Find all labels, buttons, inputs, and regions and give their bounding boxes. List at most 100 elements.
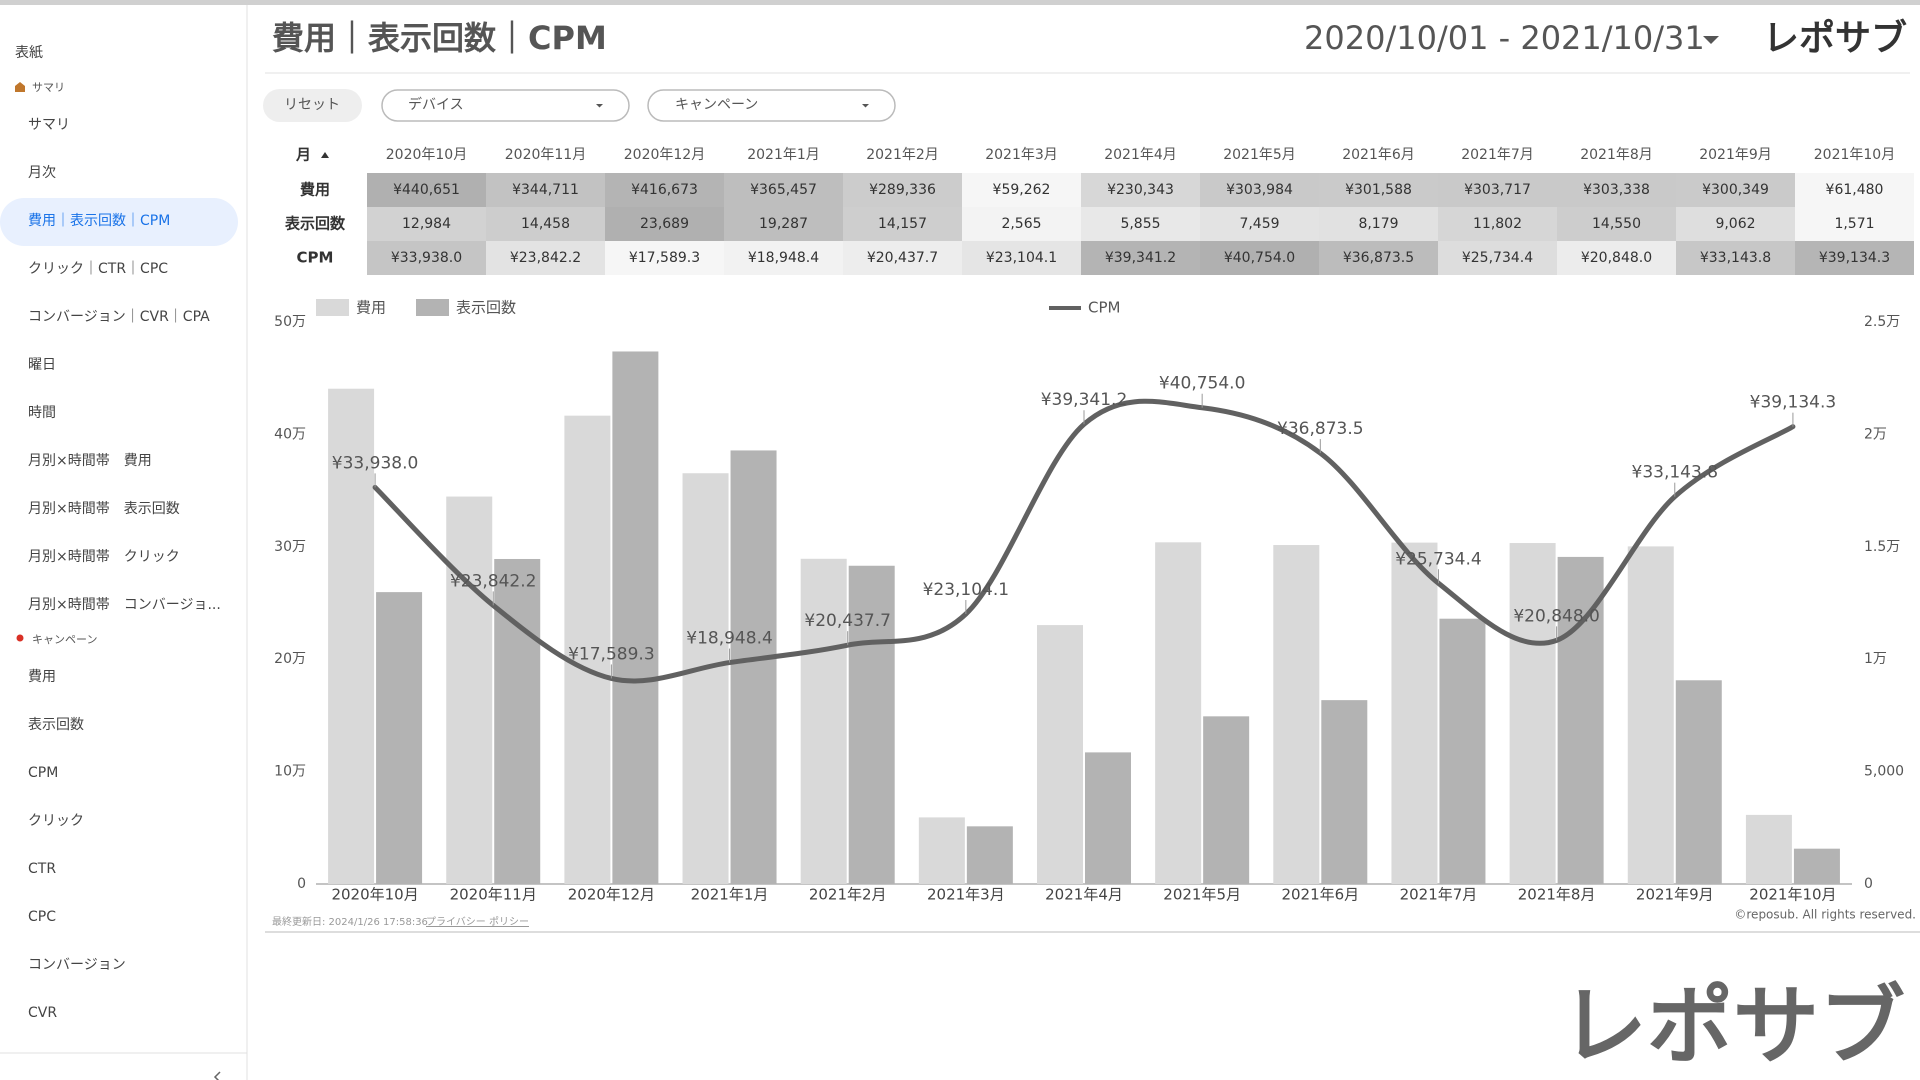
table-column-header: 2021年5月 [1223, 147, 1296, 163]
table-cell-value: 14,458 [521, 216, 570, 232]
nav-item[interactable]: CPC [28, 909, 56, 925]
nav-item[interactable]: 月別×時間帯 クリック [28, 549, 180, 565]
table-cell [1438, 241, 1557, 275]
nav-item[interactable]: CTR [28, 861, 56, 877]
table-cell [486, 241, 605, 275]
bar [800, 558, 847, 884]
table-cell-value: 23,689 [640, 216, 689, 232]
bar [1439, 618, 1486, 884]
table-cell-value: 12,984 [402, 216, 451, 232]
x-tick-label: 2020年10月 [331, 886, 418, 904]
table-cell-value: ¥303,984 [1226, 182, 1293, 198]
bar [1675, 680, 1722, 884]
nav-item[interactable]: CPM [28, 765, 58, 781]
table-cell-value: 7,459 [1239, 216, 1279, 232]
table-column-header: 2021年6月 [1342, 147, 1415, 163]
privacy-link[interactable]: プライバシー ポリシー [426, 916, 529, 928]
table-column-header: 2020年11月 [505, 147, 586, 163]
table-cell-value: ¥365,457 [750, 182, 817, 198]
table-cell-value: 2,565 [1001, 216, 1041, 232]
table-cell-value: ¥301,588 [1345, 182, 1412, 198]
data-label: ¥17,589.3 [568, 644, 655, 664]
table-cell-value: 1,571 [1834, 216, 1874, 232]
table-cell [1200, 173, 1319, 207]
sort-arrow[interactable] [321, 152, 329, 158]
campaign-dropdown-arrow[interactable] [862, 104, 869, 108]
nav-item[interactable]: クリック｜CTR｜CPC [28, 261, 168, 277]
table-cell-value: 19,287 [759, 216, 808, 232]
bar [494, 558, 541, 884]
table-column-header: 2021年1月 [747, 147, 820, 163]
y-tick-label: 0 [297, 876, 306, 892]
x-tick-label: 2020年12月 [568, 886, 655, 904]
bar [1321, 700, 1368, 884]
nav-item[interactable]: コンバージョン｜CVR｜CPA [28, 309, 210, 325]
date-range[interactable]: 2020/10/01 - 2021/10/31 [1304, 19, 1705, 57]
x-tick-label: 2021年5月 [1163, 886, 1241, 904]
table-cell [724, 173, 843, 207]
x-tick-label: 2021年4月 [1045, 886, 1123, 904]
table-cell [367, 241, 486, 275]
top-border [0, 0, 1920, 5]
device-filter-label[interactable]: デバイス [408, 96, 464, 113]
table-cell [1557, 173, 1676, 207]
bar [918, 817, 965, 884]
table-column-header: 2021年10月 [1814, 147, 1895, 163]
data-label: ¥23,842.2 [450, 571, 537, 591]
x-tick-label: 2021年2月 [809, 886, 887, 904]
nav-item[interactable]: 月次 [28, 165, 56, 181]
bar [1037, 625, 1083, 884]
nav-item[interactable]: 月別×時間帯 コンバージョ... [28, 597, 221, 613]
nav-item[interactable]: 表示回数 [28, 717, 84, 733]
sidebar-cover[interactable]: 表紙 [15, 45, 43, 61]
bar [564, 415, 611, 884]
y-tick-label: 30万 [274, 539, 306, 555]
nav-item[interactable]: 費用｜表示回数｜CPM [28, 213, 170, 229]
table-cell [1200, 241, 1319, 275]
device-filter[interactable] [381, 89, 630, 122]
data-label: ¥40,754.0 [1159, 374, 1246, 394]
section-header: サマリ [32, 81, 65, 94]
data-label: ¥25,734.4 [1395, 549, 1482, 569]
reset-label[interactable]: リセット [284, 97, 340, 113]
table-cell-value: ¥230,343 [1107, 182, 1174, 198]
table-cell-value: ¥20,848.0 [1581, 250, 1652, 266]
x-tick-label: 2021年10月 [1749, 886, 1836, 904]
table-cell [1676, 207, 1795, 241]
nav-item[interactable]: CVR [28, 1005, 57, 1021]
table-cell-value: ¥23,104.1 [986, 250, 1057, 266]
table-cell [1081, 241, 1200, 275]
table-cell-value: ¥20,437.7 [867, 250, 938, 266]
device-dropdown-arrow[interactable] [596, 104, 603, 108]
reset-button[interactable] [263, 89, 362, 122]
table-corner[interactable]: 月 [295, 146, 311, 164]
legend-label: CPM [1088, 299, 1120, 317]
table-cell [1795, 207, 1914, 241]
nav-item[interactable]: 月別×時間帯 表示回数 [28, 501, 180, 517]
nav-item[interactable]: 月別×時間帯 費用 [28, 453, 152, 469]
date-dropdown-arrow[interactable] [1703, 36, 1719, 44]
table-cell [724, 207, 843, 241]
campaign-filter[interactable] [647, 89, 896, 122]
nav-item[interactable]: クリック [28, 813, 84, 829]
table-cell [605, 241, 724, 275]
table-cell-value: ¥23,842.2 [510, 250, 581, 266]
y-tick-label: 50万 [274, 314, 306, 330]
nav-item[interactable]: 曜日 [28, 357, 56, 373]
collapse-icon[interactable] [213, 1071, 221, 1080]
nav-item[interactable]: 時間 [28, 405, 56, 421]
bar [1085, 752, 1131, 884]
bar [376, 592, 423, 884]
nav-item[interactable]: サマリ [28, 117, 70, 133]
copyright: ©reposub. All rights reserved. [1734, 908, 1916, 922]
table-cell-value: 14,550 [1592, 216, 1641, 232]
table-cell-value: ¥289,336 [869, 182, 936, 198]
table-column-header: 2021年4月 [1104, 147, 1177, 163]
campaign-filter-label[interactable]: キャンペーン [675, 97, 758, 113]
nav-item[interactable]: 費用 [28, 669, 56, 685]
table-column-header: 2020年10月 [386, 147, 467, 163]
table-cell [1319, 207, 1438, 241]
nav-item[interactable]: コンバージョン [28, 957, 126, 973]
table-column-header: 2021年7月 [1461, 147, 1534, 163]
